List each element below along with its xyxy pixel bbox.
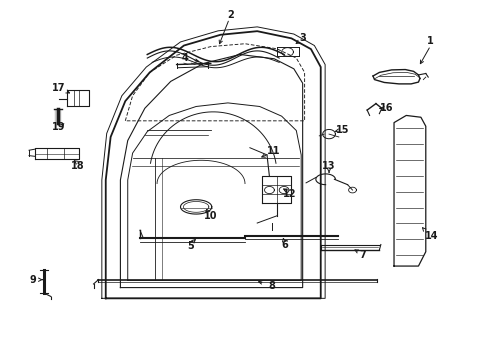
Text: 6: 6 (282, 240, 289, 250)
Text: 15: 15 (336, 125, 349, 135)
Text: 7: 7 (360, 250, 367, 260)
Text: 17: 17 (51, 83, 65, 93)
Text: 11: 11 (267, 145, 280, 156)
Text: 9: 9 (29, 275, 36, 285)
Text: 10: 10 (204, 211, 218, 221)
Text: 8: 8 (269, 281, 275, 291)
Text: 13: 13 (322, 161, 336, 171)
Text: 3: 3 (299, 33, 306, 43)
Text: 1: 1 (427, 36, 434, 46)
Text: 4: 4 (182, 53, 189, 63)
Text: 16: 16 (380, 103, 393, 113)
Text: 19: 19 (51, 122, 65, 132)
Text: 12: 12 (283, 189, 297, 199)
Text: 14: 14 (425, 231, 439, 240)
Text: 18: 18 (71, 161, 85, 171)
Text: 5: 5 (187, 241, 194, 251)
Text: 2: 2 (227, 10, 234, 20)
